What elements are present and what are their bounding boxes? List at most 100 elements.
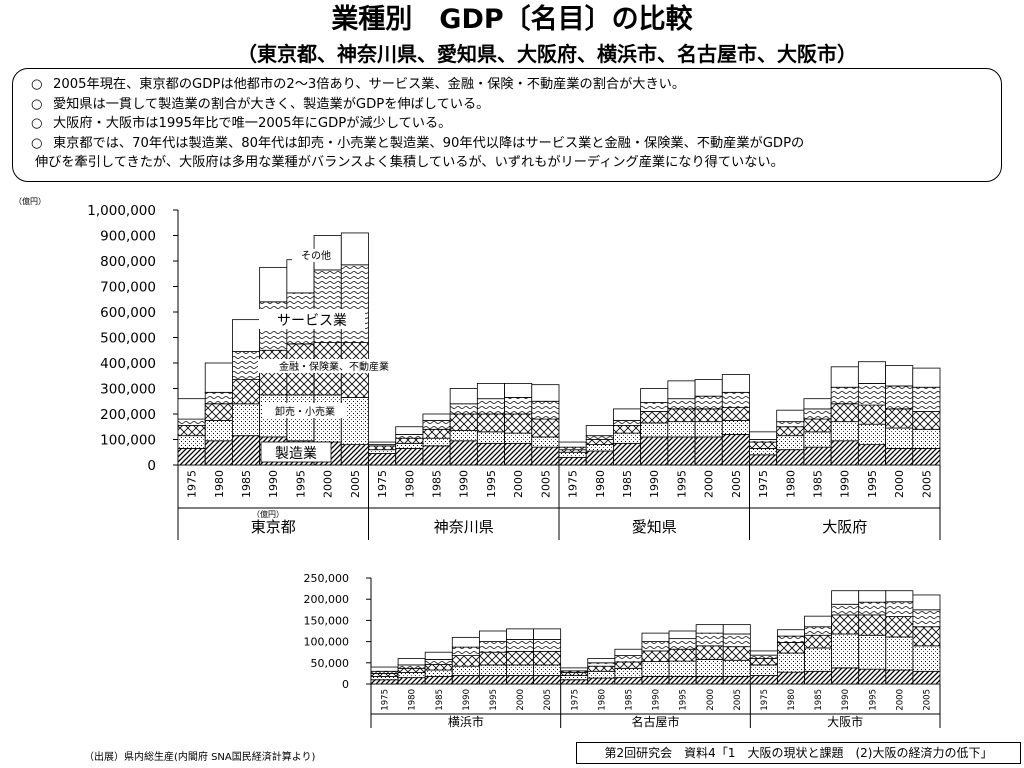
x-tick-label: 1980 <box>213 470 226 498</box>
bar-segment-other <box>422 413 451 421</box>
bar-segment-other <box>504 382 533 398</box>
bar-segment-other <box>641 632 670 642</box>
bar-segment-other <box>368 441 397 445</box>
bar-segment-other <box>885 365 914 387</box>
bar-segment-wholesale <box>613 432 642 444</box>
bar-segment-finance <box>831 614 860 635</box>
bar-segment-other <box>558 441 587 448</box>
bar-segment-wholesale <box>804 647 833 672</box>
annotation-finance: 金融・保険業、不動産業 <box>279 360 389 373</box>
bar-segment-other <box>506 628 534 640</box>
bar-segment-other <box>912 367 941 388</box>
bar-segment-service <box>451 646 480 656</box>
bar-segment-service <box>749 654 778 659</box>
bar-segment-service <box>804 626 833 636</box>
unit-label: （億円） <box>252 509 284 519</box>
y-tick-label: 600,000 <box>100 305 156 321</box>
bar-segment-manufacturing <box>504 442 533 466</box>
x-tick-label: 1995 <box>868 689 878 711</box>
bar-segment-service <box>232 351 261 380</box>
bar-segment-finance <box>587 665 616 672</box>
bar-segment-other <box>777 629 805 637</box>
bar-segment-service <box>422 419 451 430</box>
bar-segment-other <box>722 624 751 635</box>
y-tick-label: 200,000 <box>304 593 350 606</box>
bar-segment-manufacturing <box>641 675 670 685</box>
bar-segment-manufacturing <box>478 675 507 685</box>
annotation-service: サービス業 <box>277 313 347 329</box>
bullet-mark: ○ <box>31 116 43 131</box>
city-gdp-chart: （億円） 0 50,000 100,000 150,000 200,000 250,000 1… <box>252 509 941 729</box>
bar-segment-wholesale <box>451 665 480 676</box>
bar-segment-manufacturing <box>722 675 751 685</box>
y-tick-label: 800,000 <box>100 254 156 270</box>
bar-segment-manufacturing <box>749 675 778 685</box>
bar-segment-finance <box>640 411 669 424</box>
bar-segment-other <box>857 361 886 384</box>
bar-segment-finance <box>777 642 805 654</box>
summary-point: ○ 愛知県は一貫して製造業の割合が大きく、製造業がGDPを伸ばしている。 <box>31 95 987 115</box>
bar-segment-other <box>478 630 507 643</box>
label-box <box>260 441 332 463</box>
bar-segment-service <box>614 655 643 663</box>
bar-segment-manufacturing <box>368 453 397 466</box>
bar-segment-manufacturing <box>614 677 643 685</box>
x-tick-label: 1995 <box>294 470 307 498</box>
bar-segment-finance <box>803 418 832 433</box>
bar-segment-wholesale <box>667 421 696 438</box>
bar-segment-wholesale <box>912 645 941 672</box>
bar-segment-wholesale <box>668 660 697 677</box>
bar-segment-wholesale <box>558 451 587 458</box>
x-tick-label: 1985 <box>624 689 634 711</box>
bar-segment-service <box>397 664 426 669</box>
bar-segment-service <box>912 386 941 412</box>
bar-segment-service <box>395 433 424 439</box>
bar-segment-other <box>721 374 750 393</box>
x-tick-label: 2005 <box>730 470 743 498</box>
x-tick-label: 1985 <box>621 470 634 498</box>
bar-segment-other <box>177 398 206 420</box>
bar-segment-other <box>560 667 589 672</box>
bar-segment-service <box>313 269 342 343</box>
bar-segment-manufacturing <box>422 445 451 466</box>
bar-segment-manufacturing <box>695 675 724 685</box>
bar-segment-finance <box>804 634 833 649</box>
bar-segment-service <box>587 662 616 667</box>
bar-segment-manufacturing <box>640 436 669 466</box>
bar-segment-wholesale <box>641 661 670 677</box>
bar-segment-wholesale <box>721 419 750 435</box>
bar-segment-finance <box>857 404 886 425</box>
bar-segment-manufacturing <box>558 456 587 466</box>
bar-segment-service <box>667 398 696 410</box>
x-tick-label: 2000 <box>895 689 905 711</box>
bar-segment-manufacturing <box>885 448 914 466</box>
bar-segment-manufacturing <box>340 444 369 466</box>
bar-segment-manufacturing <box>694 436 723 466</box>
bar-segment-manufacturing <box>831 667 860 685</box>
x-tick-label: 1990 <box>652 689 662 711</box>
summary-point: ○ 東京都では、70年代は製造業、80年代は卸売・小売業と製造業、90年代以降はサ… <box>31 134 987 154</box>
bar-segment-wholesale <box>449 430 478 442</box>
bar-segment-other <box>449 388 478 405</box>
summary-point-text: 大阪府・大阪市は1995年比で唯一2005年にGDPが減少している。 <box>53 116 452 131</box>
bar-segment-other <box>533 628 562 640</box>
group-label: 大阪府 <box>822 518 867 536</box>
x-tick-label: 1975 <box>567 470 580 498</box>
bar-segment-manufacturing <box>667 436 696 466</box>
bar-segment-service <box>721 391 750 409</box>
bar-segment-wholesale <box>232 403 261 437</box>
bar-segment-other <box>749 650 778 656</box>
bar-segment-wholesale <box>857 423 886 446</box>
bar-segment-wholesale <box>722 659 751 677</box>
x-tick-label: 1990 <box>458 470 471 498</box>
bar-segment-finance <box>667 408 696 423</box>
bar-segment-finance <box>858 614 887 636</box>
bar-segment-finance <box>749 441 778 449</box>
bar-segment-manufacturing <box>830 440 859 466</box>
x-tick-label: 1990 <box>648 470 661 498</box>
bar-segment-manufacturing <box>803 446 832 466</box>
bar-segment-wholesale <box>858 634 887 670</box>
bar-segment-wholesale <box>831 633 860 669</box>
summary-point-text: 2005年現在、東京都のGDPは他都市の2～3倍あり、サービス業、金融・保険・不… <box>53 77 686 92</box>
bar-segment-manufacturing <box>776 449 805 466</box>
